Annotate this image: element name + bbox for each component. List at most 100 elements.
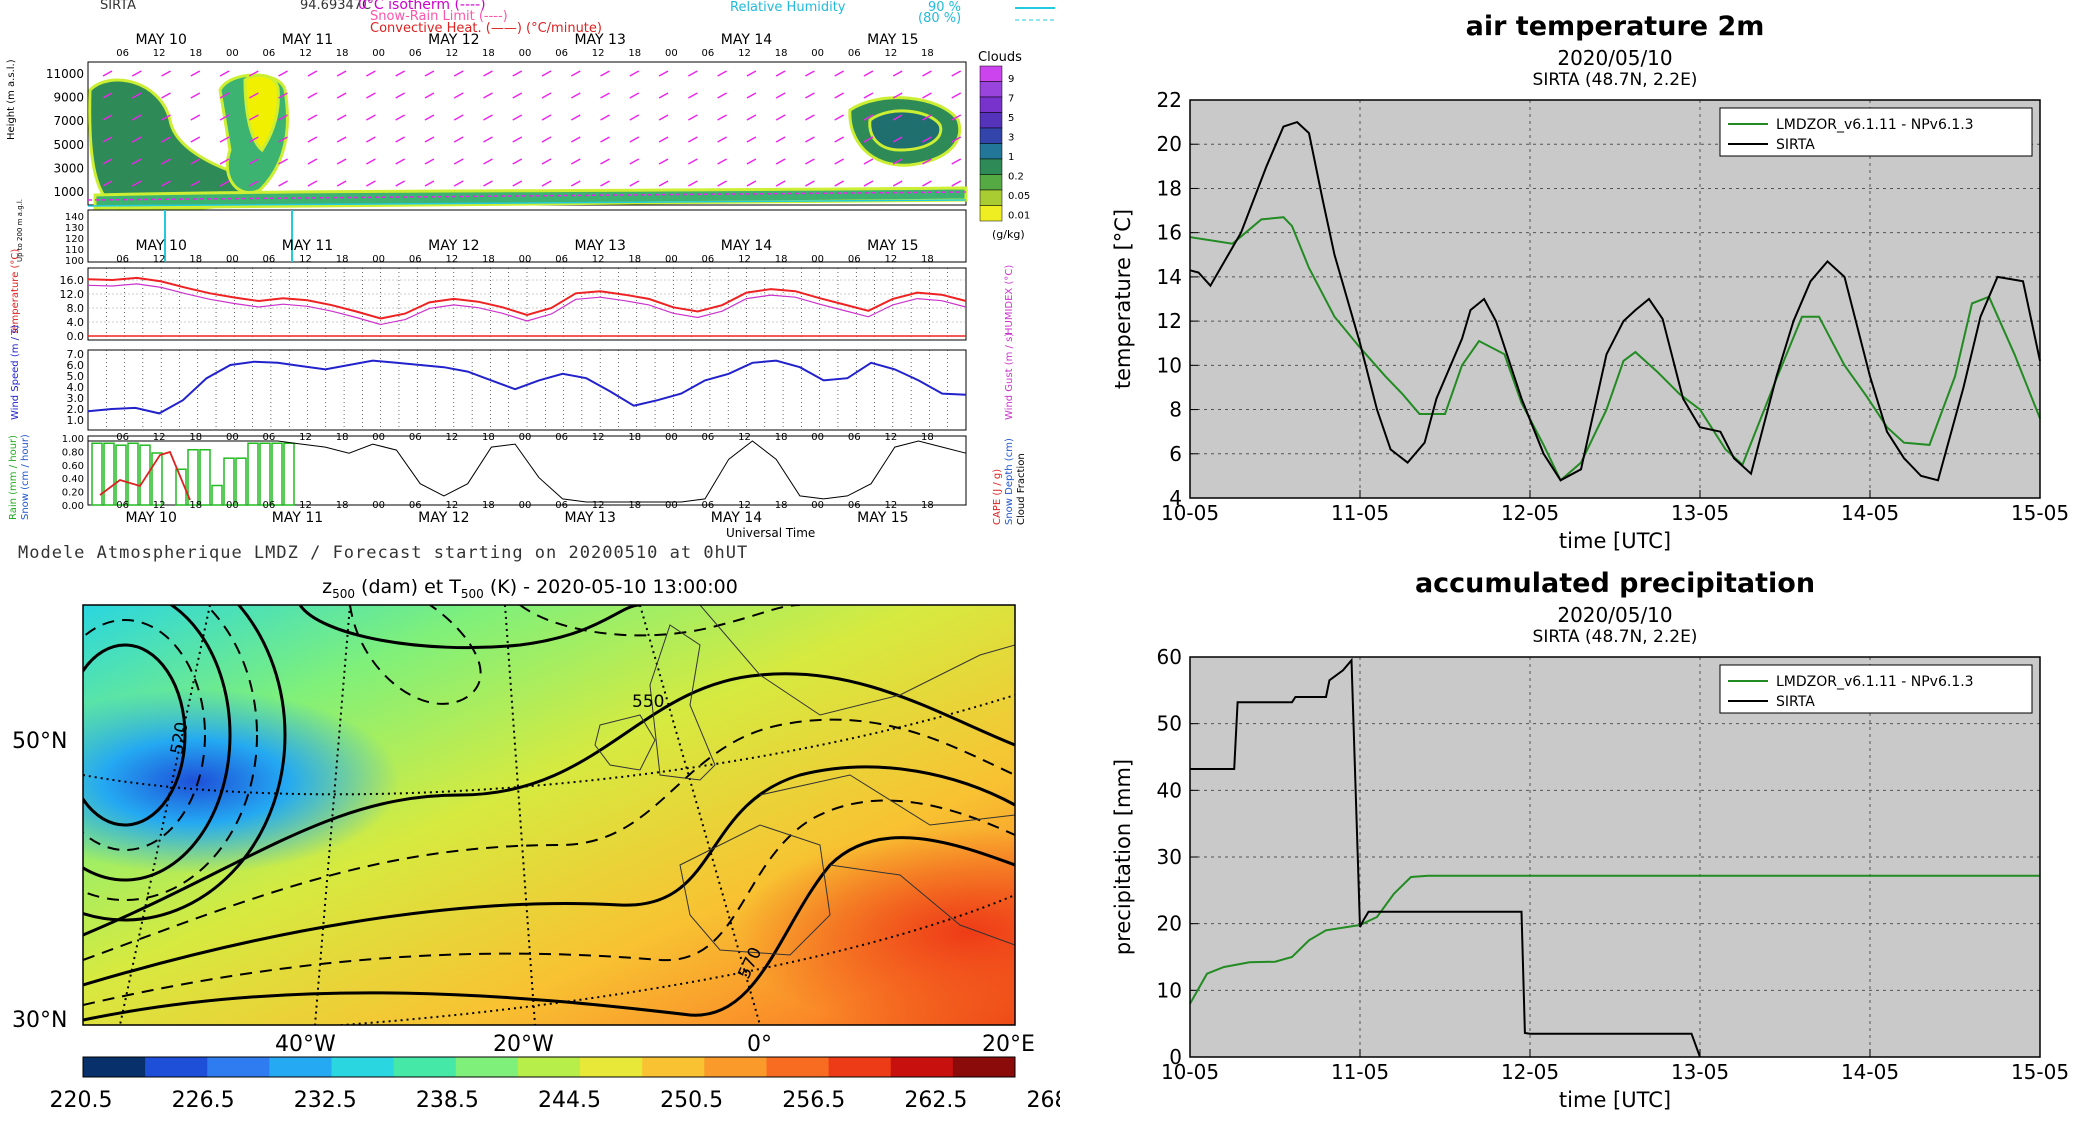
hour-label-bottom: 00 — [811, 500, 824, 511]
wind-arrow — [746, 158, 757, 165]
wind-arrow — [629, 114, 640, 121]
y-tick-label: 10 — [1157, 978, 1182, 1002]
wind-arrow — [600, 114, 610, 121]
wind-arrow — [483, 136, 493, 143]
wind-arrow — [805, 114, 815, 121]
lon-label-20w: 20°W — [493, 1032, 554, 1057]
hour-label-top: 12 — [884, 48, 897, 59]
rain-tick-label: 0.40 — [62, 474, 84, 485]
cloud-scale-label: 5 — [1008, 113, 1014, 124]
wind-arrow — [453, 114, 464, 121]
wind-arrow — [922, 92, 932, 99]
x-tick-label: 12-05 — [1501, 501, 1559, 525]
wind-arrow — [336, 92, 347, 99]
wind-arrow — [658, 158, 669, 165]
wind-arrow — [307, 136, 318, 143]
lat-label-50n: 50°N — [12, 729, 67, 754]
wind-arrow — [541, 70, 552, 77]
colorbar-swatch — [952, 1057, 1016, 1077]
wind-arrow — [541, 92, 552, 99]
hour-label-rain-top: 12 — [884, 432, 897, 443]
wind-arrow — [658, 136, 669, 143]
rain-bar — [235, 457, 247, 506]
legend-label: SIRTA — [1776, 694, 1815, 710]
colorbar-tick-label: 220.5 — [50, 1088, 113, 1113]
cloudfrac-axis-label: Cloud Fraction — [1016, 453, 1027, 525]
wind-arrow — [746, 180, 757, 187]
wind-arrow — [219, 70, 230, 77]
hour-label-rain-top: 00 — [372, 432, 385, 443]
wind-arrow — [248, 158, 259, 165]
cloud-blob — [243, 73, 280, 153]
wind-arrow — [483, 158, 493, 165]
hour-label-mid: 00 — [519, 254, 532, 265]
station-name: SIRTA — [100, 0, 136, 13]
wind-arrow — [336, 180, 347, 187]
day-label-bottom: MAY 15 — [857, 510, 908, 526]
map-title: z500 (dam) et T500 (K) - 2020-05-10 13:0… — [322, 576, 738, 601]
wind-arrow — [219, 158, 230, 165]
hour-label-top: 12 — [153, 48, 166, 59]
cloud-scale-label: 0.05 — [1008, 191, 1030, 202]
wind-arrow — [395, 70, 406, 77]
colorbar-tick-label: 238.5 — [416, 1088, 479, 1113]
hour-label-mid: 06 — [848, 254, 861, 265]
wind-arrow — [746, 92, 757, 99]
hour-label-mid: 06 — [409, 254, 422, 265]
height-tick-label: 9000 — [53, 91, 84, 105]
y-axis-label: temperature [°C] — [1111, 209, 1135, 389]
colorbar-swatch — [890, 1057, 954, 1077]
cloud-scale-swatch — [979, 189, 1003, 206]
hour-label-bottom: 06 — [848, 500, 861, 511]
temperature-line — [87, 276, 967, 320]
hour-label-mid: 12 — [884, 254, 897, 265]
clouds-title: Clouds — [978, 50, 1022, 65]
chart-title-accumulated-precipitation: accumulated precipitation — [1415, 568, 1815, 599]
x-tick-label: 13-05 — [1671, 1060, 1729, 1084]
isotherm-line — [87, 191, 967, 201]
hour-label-rain-top: 18 — [921, 432, 934, 443]
wind-arrow — [453, 70, 464, 77]
legend-box — [1719, 664, 2033, 714]
hour-label-bottom: 12 — [153, 500, 166, 511]
rain-bar — [175, 468, 187, 506]
wind-arrow — [336, 136, 347, 143]
colorbar-swatch — [83, 1057, 146, 1077]
precipitation-chart-svg: accumulated precipitation2020/05/10SIRTA… — [1111, 568, 2069, 1112]
hour-label-bottom: 12 — [738, 500, 751, 511]
wind-arrow — [600, 92, 610, 99]
chart-subtitle2: SIRTA (48.7N, 2.2E) — [1533, 627, 1698, 647]
wind-arrow — [775, 180, 786, 187]
day-label-bottom: MAY 14 — [711, 510, 762, 526]
wind-tick-label: 3.0 — [67, 392, 85, 405]
hour-label-bottom: 18 — [189, 500, 202, 511]
wind-arrow — [629, 180, 640, 187]
hour-label-rain-top: 00 — [811, 432, 824, 443]
hour-label-top: 06 — [263, 48, 276, 59]
hour-label-rain-top: 18 — [482, 432, 495, 443]
hour-label-rain-top: 06 — [555, 432, 568, 443]
legend-box — [1719, 107, 2033, 157]
hour-label-bottom: 00 — [665, 500, 678, 511]
x-tick-label: 10-05 — [1161, 1060, 1219, 1084]
hour-label-top: 18 — [189, 48, 202, 59]
wind-arrow — [248, 136, 259, 143]
colorbar-tick-label: 268.5 — [1027, 1088, 1060, 1113]
y-tick-label: 60 — [1157, 645, 1182, 669]
y-tick-label: 50 — [1157, 712, 1182, 736]
snow-rain-legend: Snow-Rain Limit (----) — [370, 9, 508, 24]
cloud-scale-swatch — [979, 127, 1003, 144]
wind-arrow — [424, 158, 435, 165]
wind-arrow — [161, 136, 171, 143]
x-tick-label: 11-05 — [1331, 1060, 1389, 1084]
precipitation-chart-panel: accumulated precipitation 2020/05/10 SIRTA… — [1060, 565, 2100, 1120]
hour-label-bottom: 00 — [519, 500, 532, 511]
wind-arrow — [131, 92, 142, 99]
height-axis-label: Height (m a.s.l.) — [6, 59, 17, 140]
colorbar-swatch — [145, 1057, 208, 1077]
wind-arrow — [483, 180, 493, 187]
y-tick-label: 22 — [1157, 88, 1182, 112]
isotherm-legend: 0°C isotherm (----) — [358, 0, 486, 13]
hour-label-top: 00 — [665, 48, 678, 59]
rain-bar — [259, 442, 271, 506]
